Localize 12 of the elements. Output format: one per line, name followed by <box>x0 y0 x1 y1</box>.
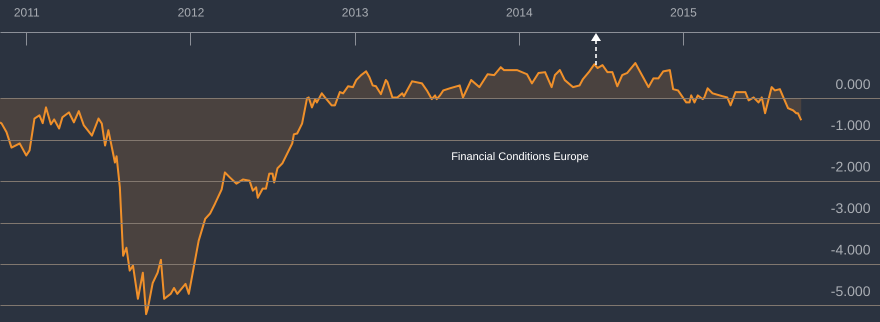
y-tick-label: -2.000 <box>830 158 871 175</box>
y-tick-label: -3.000 <box>830 200 871 216</box>
x-tick-label: 2014 <box>506 6 533 20</box>
x-tick-label: 2011 <box>14 6 40 20</box>
y-tick-label: -4.000 <box>830 242 871 258</box>
text: Financial Conditions Europe <box>451 151 589 163</box>
x-tick-label: 2012 <box>178 6 205 20</box>
y-tick-label: -5.000 <box>830 282 871 299</box>
x-tick-label: 2013 <box>342 6 369 20</box>
x-tick-label: 2015 <box>670 6 698 20</box>
y-tick-label: 0.000 <box>835 76 871 92</box>
y-tick-label: -1.000 <box>830 117 871 134</box>
